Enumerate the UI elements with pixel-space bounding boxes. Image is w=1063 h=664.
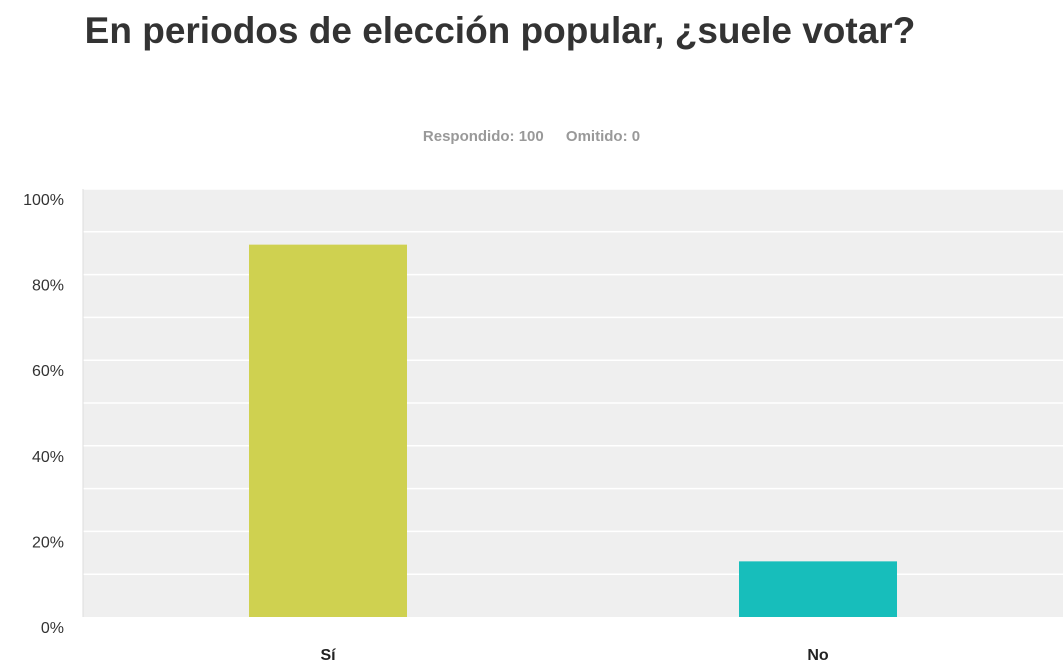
y-tick-label: 20% [32,534,64,551]
bars [249,244,897,617]
y-axis-ticks: 0% 20% 40% 60% 80% 100% [23,192,64,637]
y-tick-label: 0% [41,620,64,637]
x-category-label: No [807,647,829,664]
response-stats: Respondido: 100 Omitido: 0 [0,128,1063,145]
gridlines [82,188,1063,617]
x-category-label: Sí [320,647,336,664]
bar-1[interactable] [249,244,407,617]
bar-2[interactable] [739,561,897,617]
y-tick-label: 80% [32,278,64,295]
skipped-count: Omitido: 0 [565,128,641,145]
y-tick-label: 100% [23,192,64,209]
chart-title: En periodos de elección popular, ¿suele … [84,10,916,51]
x-axis-labels: Sí No [320,647,828,664]
answered-count: Respondido: 100 [422,128,544,145]
y-tick-label: 60% [32,363,64,380]
y-tick-label: 40% [32,449,64,466]
